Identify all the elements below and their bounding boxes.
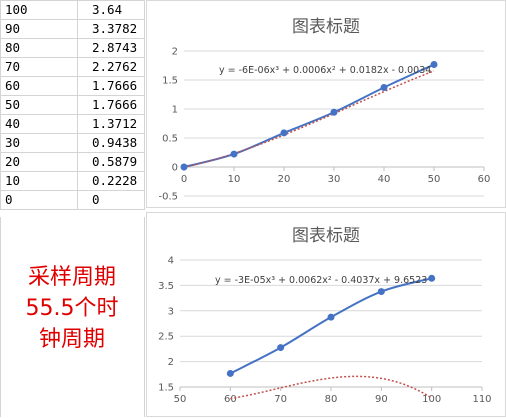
table-row[interactable]: 50 1.7666 [0,95,145,115]
data-point [330,108,338,116]
cell-x[interactable]: 80 [0,38,78,58]
y-tick-label: 4 [168,256,174,267]
chart-title: 图表标题 [292,226,360,246]
x-tick-label: 20 [278,174,291,185]
data-point [380,83,388,91]
y-tick-label: 2 [168,357,174,368]
cell-y[interactable]: 1.7666 [77,76,145,96]
table-row[interactable]: 30 0.9438 [0,133,145,153]
y-tick-label: 1 [172,105,178,116]
cell-y[interactable]: 2.8743 [77,38,145,58]
x-tick-label: 50 [174,394,187,405]
table-row[interactable]: 100 3.64 [0,0,145,20]
chart-2-plot: 1.5 2 2.5 3 3.5 4 50 60 70 80 90 100 110 y = -3E-05x³… [158,256,491,406]
data-point [277,344,285,352]
data-point [180,163,188,171]
cell-y[interactable]: 0.9438 [77,133,145,153]
x-tick-label: 60 [478,174,491,185]
x-tick-label: 50 [428,174,441,185]
table-row[interactable]: 70 2.2762 [0,57,145,77]
x-tick-label: 30 [328,174,341,185]
cell-x[interactable]: 90 [0,19,78,39]
x-tick-label: 100 [422,394,441,405]
x-tick-label: 90 [375,394,388,405]
chart-2[interactable]: 图表标题 1.5 2 2.5 3 3.5 4 50 60 70 80 90 100 110 y = -3E… [146,212,506,417]
note-line: 钟周期 [38,327,105,352]
data-table: 100 3.64 90 3.3782 80 2.8743 70 2.2762 60 1.7666 5… [0,0,145,210]
table-row[interactable]: 90 3.3782 [0,19,145,39]
table-row[interactable]: 10 0.2228 [0,171,145,191]
cell-y[interactable]: 0 [77,190,145,210]
data-point [428,274,436,282]
x-tick-label: 110 [472,394,491,405]
trendline-equation: y = -3E-05x³ + 0.0062x² - 0.4037x + 9.65… [215,275,427,286]
cell-x[interactable]: 10 [0,171,78,191]
y-tick-label: 1.5 [162,76,178,87]
table-row[interactable]: 20 0.5879 [0,152,145,172]
cell-x[interactable]: 30 [0,133,78,153]
trendline-equation: y = -6E-06x³ + 0.0006x² + 0.0182x - 0.00… [219,65,431,76]
x-tick-label: 40 [378,174,391,185]
series-line [183,63,435,168]
x-tick-label: 70 [274,394,287,405]
x-tick-label: 0 [181,174,187,185]
cell-y[interactable]: 3.64 [77,0,145,20]
chart-title: 图表标题 [292,17,360,37]
y-tick-label: 2 [172,47,178,58]
y-tick-label: 2.5 [158,332,174,343]
table-row[interactable]: 60 1.7666 [0,76,145,96]
y-tick-label: 0 [172,163,178,174]
note-line: 55.5个时 [25,296,119,321]
y-tick-label: 1.5 [158,383,174,394]
trendline [183,70,435,168]
data-point [280,129,288,137]
y-tick-label: 0.5 [162,134,178,145]
cell-x[interactable]: 60 [0,76,78,96]
cell-y[interactable]: 3.3782 [77,19,145,39]
cell-x[interactable]: 0 [0,190,78,210]
cell-y[interactable]: 2.2762 [77,57,145,77]
cell-x[interactable]: 70 [0,57,78,77]
chart-1-plot: -0.500.511.520 10 20 30 40 50 60y = -6E-06x³ +… [158,47,491,203]
y-tick-label: 3.5 [158,281,174,292]
note-line: 采样周期 [27,265,116,290]
x-tick-label: 80 [325,394,338,405]
table-row[interactable]: 80 2.8743 [0,38,145,58]
data-point [226,369,234,377]
data-point [327,313,335,321]
cell-x[interactable]: 20 [0,152,78,172]
x-tick-label: 60 [224,394,237,405]
cell-y[interactable]: 1.3712 [77,114,145,134]
cell-y[interactable]: 1.7666 [77,95,145,115]
data-point [230,150,238,158]
y-tick-label: -0.5 [158,192,178,203]
x-tick-label: 10 [228,174,241,185]
table-row[interactable]: 40 1.3712 [0,114,145,134]
cell-x[interactable]: 100 [0,0,78,20]
cell-y[interactable]: 0.2228 [77,171,145,191]
data-point [377,288,385,296]
series-line [229,277,432,375]
empty-cells-area[interactable] [0,217,145,417]
cell-x[interactable]: 40 [0,114,78,134]
y-tick-label: 3 [168,306,174,317]
data-point [430,61,438,69]
cell-x[interactable]: 50 [0,95,78,115]
cell-y[interactable]: 0.5879 [77,152,145,172]
chart-1[interactable]: 图表标题 -0.5 0 0.5 1 1.5 2 0 10 20 30 40 50 60 y = -6E-0… [146,0,506,208]
sampling-period-note[interactable]: 采样周期 55.5个时 钟周期 [2,262,142,355]
